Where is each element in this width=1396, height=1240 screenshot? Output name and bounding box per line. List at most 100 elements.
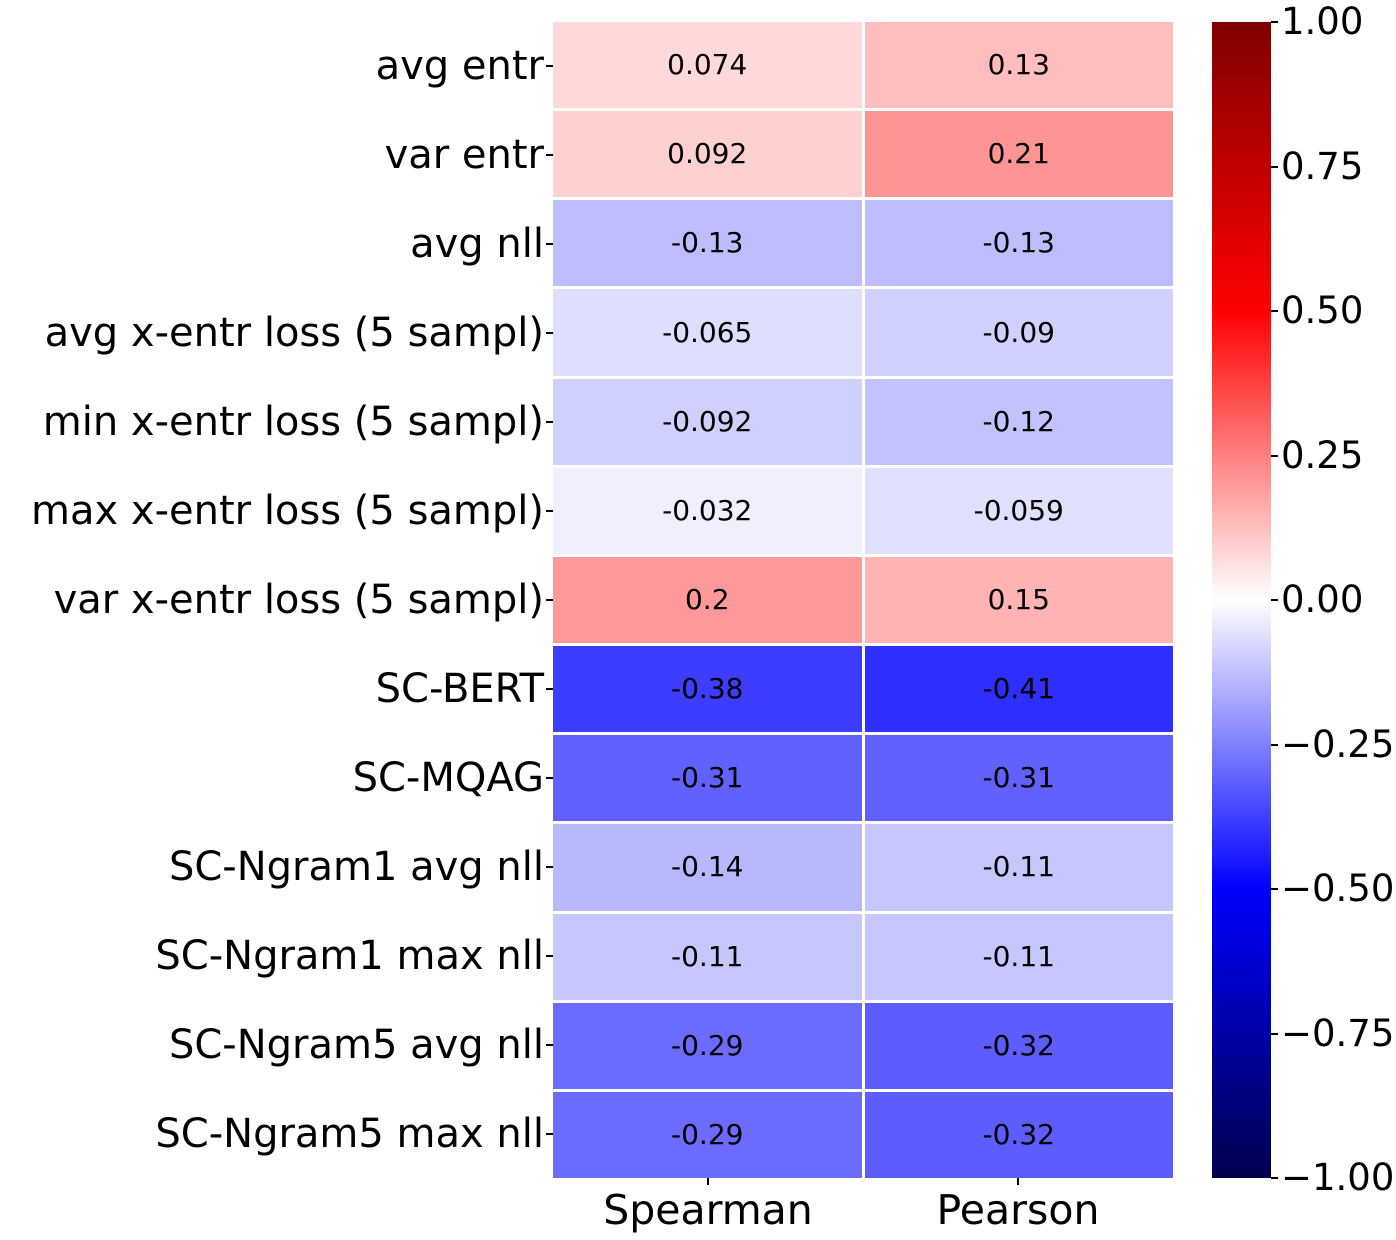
heatmap-cell: -0.065 [553,289,862,376]
colorbar-tick-mark [1271,1177,1278,1179]
row-label: SC-MQAG [352,754,544,801]
heatmap-cell: -0.31 [864,735,1173,822]
cell-value: -0.11 [982,850,1055,884]
heatmap-cell: -0.38 [553,646,862,733]
colorbar-tick-label: 0.50 [1281,289,1364,332]
row-label: avg nll [410,221,544,268]
cell-value: 0.21 [987,137,1050,171]
colorbar-tick-label: 0.00 [1281,578,1364,621]
cell-value: 0.13 [987,48,1050,82]
row-label: avg entr [375,43,544,90]
cell-value: 0.2 [684,582,730,616]
heatmap-cell: -0.13 [553,200,862,287]
cell-value: -0.38 [671,672,744,706]
colorbar [1212,22,1271,1178]
row-label: min x-entr loss (5 sampl) [42,399,544,446]
cell-value: 0.074 [667,48,748,82]
heatmap-cell: -0.41 [864,646,1173,733]
heatmap-cell: 0.074 [553,22,862,109]
x-tick-mark [1017,1178,1019,1185]
row-label: max x-entr loss (5 sampl) [31,488,544,535]
cell-value: -0.29 [671,1028,744,1062]
heatmap-cell: 0.2 [553,556,862,644]
colorbar-tick-mark [1271,454,1278,457]
cell-value: -0.29 [671,1117,744,1151]
colorbar-tick-mark [1271,599,1278,601]
row-label: var x-entr loss (5 sampl) [53,576,544,623]
y-tick-mark [546,954,553,957]
colorbar-tick-mark [1271,165,1278,168]
cell-value: 0.15 [987,582,1050,616]
y-tick-mark [546,65,553,68]
colorbar-tick-label: −0.50 [1281,867,1395,910]
heatmap-cell: -0.11 [553,913,862,1000]
cell-value: -0.13 [982,226,1055,260]
row-label: avg x-entr loss (5 sampl) [44,310,544,357]
colorbar-tick-mark [1271,310,1278,312]
colorbar-tick-label: 0.25 [1281,433,1364,477]
row-label: SC-Ngram1 avg nll [168,843,544,890]
colorbar-tick-mark [1271,888,1278,890]
y-tick-mark [546,332,553,335]
heatmap-cell: 0.21 [864,111,1173,198]
row-label: var entr [384,132,544,179]
y-tick-mark [546,599,553,601]
heatmap-cell: -0.11 [864,913,1173,1000]
y-tick-mark [546,243,553,246]
cell-value: -0.059 [973,493,1064,527]
cell-value: -0.032 [662,493,753,527]
cell-value: -0.09 [982,315,1055,349]
x-tick-mark [707,1178,709,1185]
colorbar-tick-label: −1.00 [1281,1156,1395,1199]
heatmap-cell: -0.32 [864,1091,1173,1178]
y-tick-mark [546,421,553,424]
heatmap-cell: -0.29 [553,1091,862,1178]
cell-value: -0.32 [982,1028,1055,1062]
cell-value: -0.12 [982,404,1055,438]
colorbar-tick-mark [1271,21,1278,23]
heatmap-cell: -0.092 [553,378,862,465]
row-label: SC-BERT [375,665,544,712]
colorbar-tick-label: 0.75 [1281,144,1364,188]
column-label: Spearman [603,1186,813,1234]
cell-value: -0.41 [982,672,1055,706]
heatmap-cell: -0.31 [553,735,862,822]
y-tick-mark [546,865,553,868]
heatmap-cell: 0.15 [864,556,1173,644]
heatmap-cell: -0.32 [864,1002,1173,1089]
y-tick-mark [546,1132,553,1135]
heatmap-cell: 0.092 [553,111,862,198]
heatmap-cell: -0.14 [553,824,862,911]
row-label: SC-Ngram1 max nll [155,932,544,979]
heatmap: 0.074 0.13 0.092 0.21 -0.13 -0.13 -0.065 -0.09 -… [553,22,1173,1178]
heatmap-cell: -0.29 [553,1002,862,1089]
heatmap-cell: -0.032 [553,467,862,554]
cell-value: -0.32 [982,1117,1055,1151]
heatmap-cell: -0.11 [864,824,1173,911]
cell-value: -0.13 [671,226,744,260]
colorbar-tick-label: −0.75 [1281,1011,1395,1055]
column-label: Pearson [936,1186,1100,1234]
row-label: SC-Ngram5 max nll [155,1110,544,1157]
cell-value: -0.11 [671,939,744,973]
cell-value: -0.31 [982,761,1055,795]
colorbar-tick-mark [1271,743,1278,746]
cell-value: 0.092 [667,137,748,171]
heatmap-cell: -0.13 [864,200,1173,287]
row-label: SC-Ngram5 avg nll [168,1021,544,1068]
heatmap-cell: 0.13 [864,22,1173,109]
cell-value: -0.14 [671,850,744,884]
y-tick-mark [546,510,553,513]
heatmap-cell: -0.09 [864,289,1173,376]
y-tick-mark [546,1043,553,1046]
colorbar-tick-label: 1.00 [1281,0,1364,43]
cell-value: -0.11 [982,939,1055,973]
y-tick-mark [546,776,553,779]
heatmap-cell: -0.059 [864,467,1173,554]
colorbar-tick-mark [1271,1032,1278,1035]
heatmap-cell: -0.12 [864,378,1173,465]
colorbar-tick-label: −0.25 [1281,722,1395,766]
cell-value: -0.092 [662,404,753,438]
cell-value: -0.065 [662,315,753,349]
